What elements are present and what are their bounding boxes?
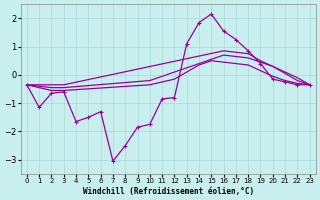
X-axis label: Windchill (Refroidissement éolien,°C): Windchill (Refroidissement éolien,°C): [83, 187, 254, 196]
